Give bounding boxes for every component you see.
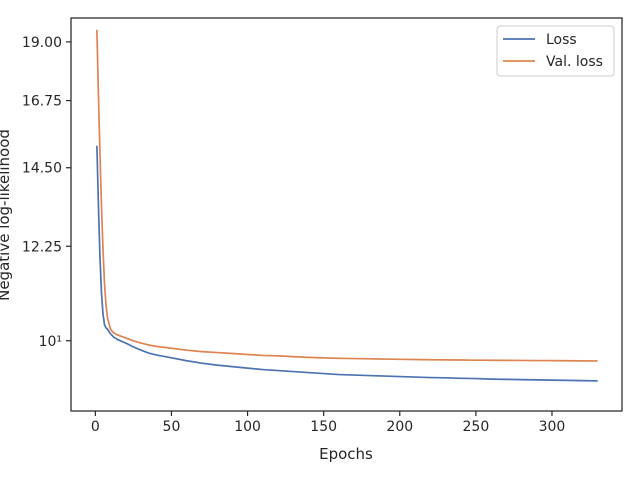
x-tick-label: 300 [539,419,566,435]
series-line-loss [96,145,598,382]
x-tick-label: 100 [234,419,261,435]
legend-label-val-loss: Val. loss [546,54,603,70]
legend: Loss Val. loss [496,25,615,77]
y-axis-label: Negative log-likelihood [0,129,13,301]
plot-frame [70,17,623,412]
y-tick-label: 19.00 [22,35,62,51]
y-tick-label: 14.50 [22,161,62,177]
series-line-val-loss [96,29,598,362]
series-lines [96,29,598,382]
x-tick-label: 50 [163,419,181,435]
y-tick-label: 16.75 [22,94,62,110]
x-tick-label: 200 [386,419,413,435]
x-tick-label: 150 [310,419,337,435]
x-tick-label: 0 [91,419,100,435]
y-tick-label: 10¹ [39,334,62,350]
x-axis-label: Epochs [319,445,373,463]
y-tick-label: 12.25 [22,239,62,255]
x-tick-label: 250 [463,419,490,435]
legend-label-loss: Loss [546,32,577,48]
axis-ticks: 0 50 100 150 200 250 300 10¹ 12.25 14.50 16.75 19.0… [22,35,565,435]
